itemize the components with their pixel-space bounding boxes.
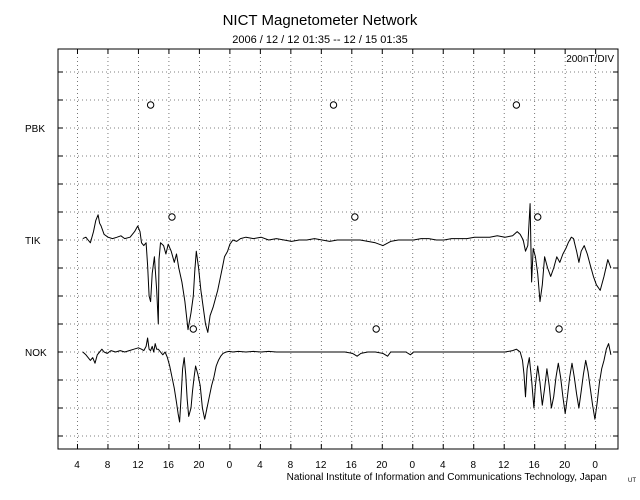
noon-marker-pbk [512, 101, 521, 109]
x-tick-label: 4 [74, 460, 80, 471]
footer-tag: UT [628, 478, 636, 484]
x-tick-label: 12 [132, 460, 144, 471]
station-labels: PBK TIK NOK [25, 124, 47, 359]
scale-label: 200nT/DIV [566, 54, 614, 65]
x-tick-label: 0 [227, 460, 233, 471]
axis-ticks [58, 49, 618, 449]
x-tick-label: 20 [193, 460, 205, 471]
noon-marker-tik [534, 213, 542, 221]
x-tick-label: 0 [592, 460, 598, 471]
station-label: NOK [25, 348, 47, 359]
noon-marker-tik [168, 213, 176, 221]
x-tick-label: 16 [163, 460, 175, 471]
series [82, 203, 612, 423]
x-tick-label: 8 [470, 460, 476, 471]
trace-tik [82, 203, 612, 333]
trace-nok [82, 337, 612, 423]
x-tick-label: 4 [440, 460, 446, 471]
noon-marker-pbk [146, 101, 155, 109]
markers [146, 101, 563, 333]
x-tick-labels: 4 8 12 16 20 0 4 8 12 16 20 0 4 8 12 16 20 0 [74, 460, 598, 471]
time-range-subtitle: 2006 / 12 / 12 01:35 -- 12 / 15 01:35 [232, 34, 408, 46]
noon-marker-pbk [329, 101, 338, 109]
station-label: TIK [25, 236, 41, 247]
x-tick-label: 0 [409, 460, 415, 471]
x-tick-label: 20 [559, 460, 571, 471]
x-tick-label: 12 [498, 460, 510, 471]
station-label: PBK [25, 124, 45, 135]
x-tick-label: 16 [529, 460, 541, 471]
x-tick-label: 16 [346, 460, 358, 471]
x-tick-label: 8 [105, 460, 111, 471]
noon-marker-tik [351, 213, 359, 221]
x-tick-label: 12 [315, 460, 327, 471]
footer-credit: National Institute of Information and Co… [286, 472, 607, 483]
noon-marker-nok [372, 325, 380, 333]
x-tick-label: 4 [257, 460, 263, 471]
grid [58, 49, 618, 449]
x-tick-label: 20 [376, 460, 388, 471]
plot-frame [57, 48, 619, 450]
x-tick-label: 8 [288, 460, 294, 471]
chart-title: NICT Magnetometer Network [222, 12, 418, 29]
noon-marker-nok [555, 325, 563, 333]
noon-marker-nok [189, 325, 198, 333]
